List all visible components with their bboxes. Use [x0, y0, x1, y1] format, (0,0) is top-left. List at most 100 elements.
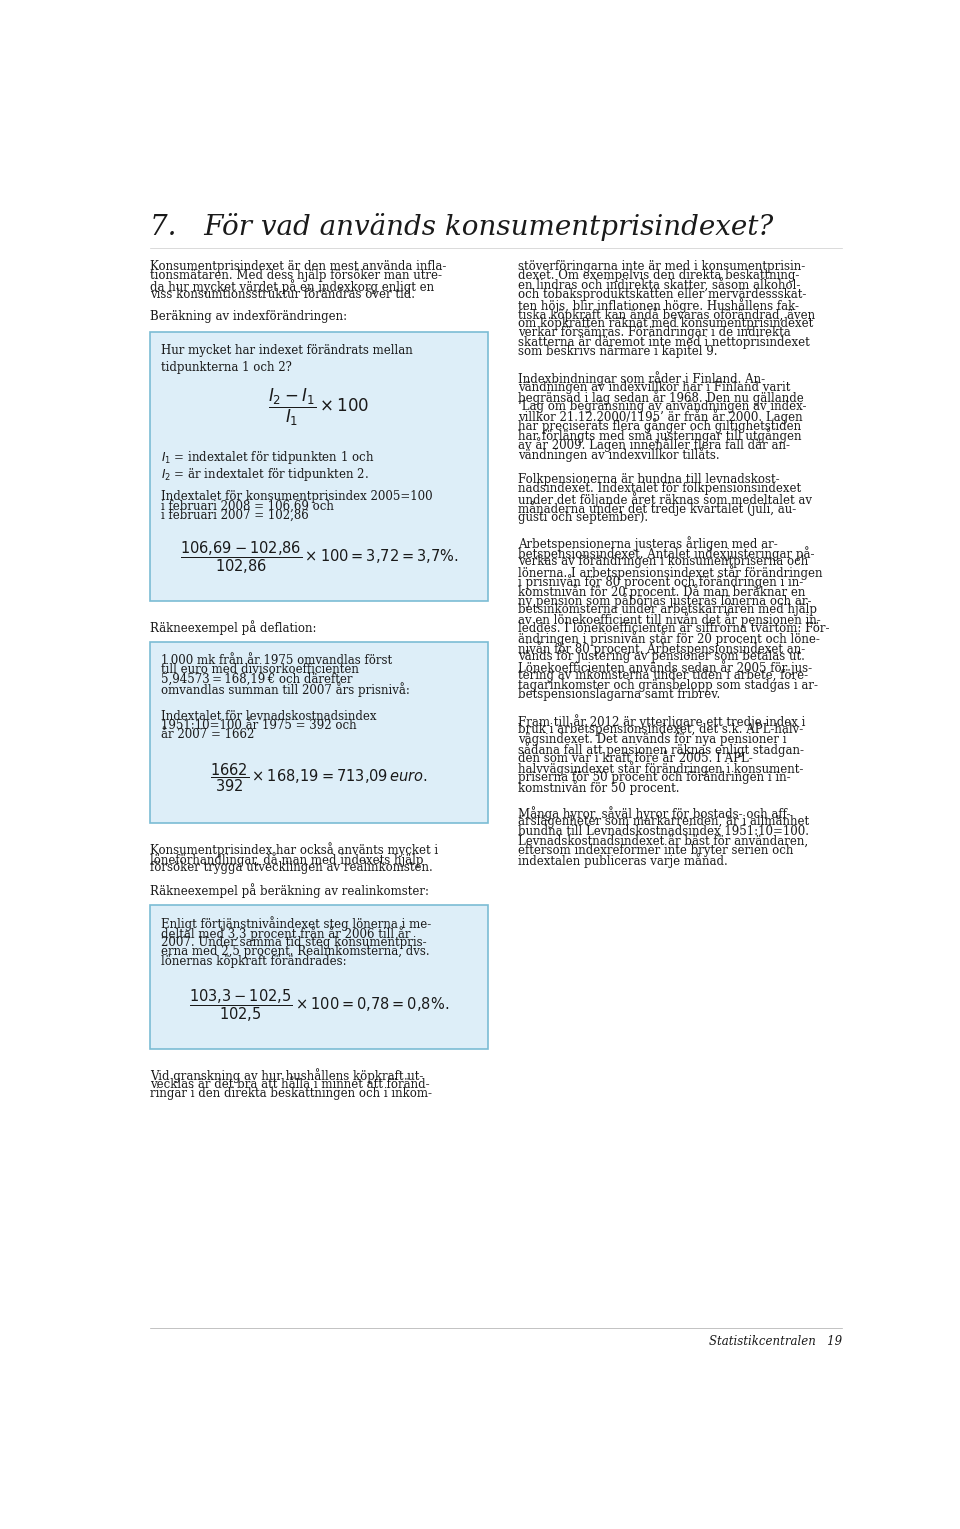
Text: 1 000 mk från år 1975 omvandlas först: 1 000 mk från år 1975 omvandlas först: [161, 654, 392, 667]
Text: har förlängts med små justeringar till utgången: har förlängts med små justeringar till u…: [518, 428, 802, 443]
Text: erna med 2,5 procent. Realinkomsterna, dvs.: erna med 2,5 procent. Realinkomsterna, d…: [161, 945, 429, 959]
Text: 1 000 mk från år 1975 omvandlas först: 1 000 mk från år 1975 omvandlas först: [161, 654, 392, 667]
Text: Enligt förtjänstnivåindexet steg lönerna i me-: Enligt förtjänstnivåindexet steg lönerna…: [161, 916, 431, 931]
Text: 5,94573 = 168,19 € och därefter: 5,94573 = 168,19 € och därefter: [161, 673, 352, 687]
Text: månaderna under det tredje kvartalet (juli, au-: månaderna under det tredje kvartalet (ju…: [518, 502, 796, 517]
Text: av en lönekoefficient till nivån det år pensionen in-: av en lönekoefficient till nivån det år …: [518, 612, 821, 627]
Text: i prisnivån för 80 procent och förändringen i in-: i prisnivån för 80 procent och förändrin…: [518, 575, 804, 589]
Text: i februari 2007 = 102,86: i februari 2007 = 102,86: [161, 509, 309, 521]
Text: Beräkning av indexförändringen:: Beräkning av indexförändringen:: [150, 310, 347, 323]
Text: löneförhandlingar, då man med indexets hjälp: löneförhandlingar, då man med indexets h…: [150, 852, 423, 867]
Text: Räkneexempel på deflation:: Räkneexempel på deflation:: [150, 621, 316, 635]
Text: betsinkomsterna under arbetskarriären med hjälp: betsinkomsterna under arbetskarriären me…: [518, 602, 817, 616]
Text: ändringen i prisnivån står för 20 procent och löne-: ändringen i prisnivån står för 20 procen…: [518, 631, 820, 647]
Text: deltal med 3,3 procent från år 2006 till år: deltal med 3,3 procent från år 2006 till…: [161, 927, 411, 940]
Text: den som var i kraft före år 2005. I APL-: den som var i kraft före år 2005. I APL-: [518, 752, 753, 764]
Text: Levnadskostnadsindexet är bäst för användaren,: Levnadskostnadsindexet är bäst för använ…: [518, 835, 808, 847]
Text: Många hyror, såväl hyror för bostads- och aff-: Många hyror, såväl hyror för bostads- oc…: [518, 806, 790, 821]
Text: 1951:10=100 år 1975 = 392 och: 1951:10=100 år 1975 = 392 och: [161, 719, 356, 732]
Text: ny pension som påbörjas justeras lönerna och ar-: ny pension som påbörjas justeras lönerna…: [518, 593, 811, 609]
Text: om köpkraften räknat med konsumentprisindexet: om köpkraften räknat med konsumentprisin…: [518, 317, 813, 330]
Text: lönernas köpkraft förändrades:: lönernas köpkraft förändrades:: [161, 954, 347, 968]
Text: vägsindexet. Det används för nya pensioner i: vägsindexet. Det används för nya pension…: [518, 732, 786, 746]
Text: eftersom indexreformer inte bryter serien och: eftersom indexreformer inte bryter serie…: [518, 844, 793, 856]
Text: $I_2$ = är indextalet för tidpunkten 2.: $I_2$ = är indextalet för tidpunkten 2.: [161, 466, 369, 483]
Text: tiska köpkraft kan ändå bevaras oförändrad, även: tiska köpkraft kan ändå bevaras oförändr…: [518, 307, 815, 323]
Text: bruk i arbetspensionsindexet, det s.k. APL-halv-: bruk i arbetspensionsindexet, det s.k. A…: [518, 723, 804, 737]
Text: Hur mycket har indexet förändrats mellan: Hur mycket har indexet förändrats mellan: [161, 344, 413, 356]
FancyBboxPatch shape: [150, 905, 489, 1049]
Text: 7. För vad används konsumentprisindexet?: 7. För vad används konsumentprisindexet?: [150, 213, 773, 242]
Text: Indextalet för levnadskostnadsindex: Indextalet för levnadskostnadsindex: [161, 709, 376, 723]
Text: 5,94573 = 168,19 € och därefter: 5,94573 = 168,19 € och därefter: [161, 673, 352, 687]
Text: har preciserats flera gånger och giltighetstiden: har preciserats flera gånger och giltigh…: [518, 419, 802, 433]
Text: ärslägenheter som markarrenden, är i allmänhet: ärslägenheter som markarrenden, är i all…: [518, 815, 809, 829]
Text: $I_1$ = indextalet för tidpunkten 1 och: $I_1$ = indextalet för tidpunkten 1 och: [161, 450, 374, 466]
Text: komstnivån för 50 procent.: komstnivån för 50 procent.: [518, 780, 680, 795]
Text: indextalen publiceras varje månad.: indextalen publiceras varje månad.: [518, 853, 728, 868]
Text: nadsindexet. Indextalet för folkpensionsindexet: nadsindexet. Indextalet för folkpensions…: [518, 482, 802, 495]
FancyBboxPatch shape: [150, 642, 489, 823]
Text: Indextalet för levnadskostnadsindex: Indextalet för levnadskostnadsindex: [161, 709, 376, 723]
Text: ten höjs, blir inflationen högre. Hushållens fak-: ten höjs, blir inflationen högre. Hushål…: [518, 298, 799, 313]
Text: stöverföringarna inte är med i konsumentprisin-: stöverföringarna inte är med i konsument…: [518, 260, 805, 274]
Text: priserna för 50 procent och förändringen i in-: priserna för 50 procent och förändringen…: [518, 771, 791, 784]
Text: sådana fall att pensionen räknas enligt stadgan-: sådana fall att pensionen räknas enligt …: [518, 743, 804, 757]
Text: 2007. Under samma tid steg konsumentpris-: 2007. Under samma tid steg konsumentpris…: [161, 936, 426, 948]
Text: bundna till Levnadskostnadsindex 1951:10=100.: bundna till Levnadskostnadsindex 1951:10…: [518, 826, 809, 838]
Text: av år 2009. Lagen innehåller flera fall där an-: av år 2009. Lagen innehåller flera fall …: [518, 437, 790, 453]
Text: ‘Lag om begränsning av användningen av index-: ‘Lag om begränsning av användningen av i…: [518, 399, 806, 413]
Text: dexet. Om exempelvis den direkta beskattning-: dexet. Om exempelvis den direkta beskatt…: [518, 269, 800, 283]
Text: da hur mycket värdet på en indexkorg enligt en: da hur mycket värdet på en indexkorg enl…: [150, 278, 434, 294]
Text: Lönekoefficienten används sedan år 2005 för jus-: Lönekoefficienten används sedan år 2005 …: [518, 659, 812, 674]
Text: $\dfrac{1662}{392} \times 168{,}19 = 713{,}09\,euro.$: $\dfrac{1662}{392} \times 168{,}19 = 713…: [210, 761, 428, 794]
Text: $\dfrac{106{,}69 - 102{,}86}{102{,}86} \times 100 = 3{,}72 = 3{,}7\%.$: $\dfrac{106{,}69 - 102{,}86}{102{,}86} \…: [180, 540, 458, 575]
Text: villkor 21.12.2000/1195’ är från år 2000. Lagen: villkor 21.12.2000/1195’ är från år 2000…: [518, 410, 803, 424]
Text: tagarinkomster och gränsbelopp som stadgas i ar-: tagarinkomster och gränsbelopp som stadg…: [518, 679, 818, 691]
Text: begränsad i lag sedan år 1968. Den nu gällande: begränsad i lag sedan år 1968. Den nu gä…: [518, 390, 804, 405]
Text: som beskrivs närmare i kapitel 9.: som beskrivs närmare i kapitel 9.: [518, 346, 717, 358]
Text: vändningen av indexvillkor tillåts.: vändningen av indexvillkor tillåts.: [518, 446, 720, 462]
Text: komstnivån för 20 procent. Då man beräknar en: komstnivån för 20 procent. Då man beräkn…: [518, 584, 805, 599]
Text: till euro med divisorkoefficienten: till euro med divisorkoefficienten: [161, 664, 359, 676]
Text: år 2007 = 1662: år 2007 = 1662: [161, 728, 254, 742]
Text: gusti och september).: gusti och september).: [518, 511, 648, 523]
Text: $\dfrac{103{,}3 - 102{,}5}{102{,}5} \times 100 = 0{,}78 = 0{,}8\%.$: $\dfrac{103{,}3 - 102{,}5}{102{,}5} \tim…: [189, 988, 449, 1024]
Text: Folkpensionerna är bundna till levnadskost-: Folkpensionerna är bundna till levnadsko…: [518, 472, 780, 486]
Text: år 2007 = 1662: år 2007 = 1662: [161, 728, 254, 742]
Text: Indextalet för konsumentprisindex 2005=100: Indextalet för konsumentprisindex 2005=1…: [161, 489, 433, 503]
Text: till euro med divisorkoefficienten: till euro med divisorkoefficienten: [161, 664, 359, 676]
Text: Indextalet för konsumentprisindex 2005=100: Indextalet för konsumentprisindex 2005=1…: [161, 489, 433, 503]
Text: Hur mycket har indexet förändrats mellan: Hur mycket har indexet förändrats mellan: [161, 344, 413, 356]
Text: Statistikcentralen   19: Statistikcentralen 19: [708, 1335, 842, 1349]
FancyBboxPatch shape: [150, 332, 489, 601]
Text: i februari 2008 = 106,69 och: i februari 2008 = 106,69 och: [161, 500, 334, 512]
Text: nivån för 80 procent. Arbetspensionsindexet an-: nivån för 80 procent. Arbetspensionsinde…: [518, 641, 805, 656]
Text: betspensionslagarna samt fribrev.: betspensionslagarna samt fribrev.: [518, 688, 720, 702]
Text: Indexbindningar som råder i Finland. An-: Indexbindningar som råder i Finland. An-: [518, 372, 765, 385]
Text: erna med 2,5 procent. Realinkomsterna, dvs.: erna med 2,5 procent. Realinkomsterna, d…: [161, 945, 429, 959]
Text: ringar i den direkta beskattningen och i inkom-: ringar i den direkta beskattningen och i…: [150, 1087, 432, 1101]
Text: Konsumentprisindex har också använts mycket i: Konsumentprisindex har också använts myc…: [150, 842, 438, 858]
Text: Konsumentprisindexet är den mest använda infla-: Konsumentprisindexet är den mest använda…: [150, 260, 446, 274]
Text: omvandlas summan till 2007 års prisnivå:: omvandlas summan till 2007 års prisnivå:: [161, 682, 410, 697]
Text: skatterna är däremot inte med i nettoprisindexet: skatterna är däremot inte med i nettopri…: [518, 336, 810, 349]
Text: Fram till år 2012 är ytterligare ett tredje index i: Fram till år 2012 är ytterligare ett tre…: [518, 714, 805, 729]
Text: halvvägsindexet står förändringen i konsument-: halvvägsindexet står förändringen i kons…: [518, 761, 804, 777]
Text: $\dfrac{I_2 - I_1}{I_1} \times 100$: $\dfrac{I_2 - I_1}{I_1} \times 100$: [269, 387, 370, 428]
Text: $I_1$ = indextalet för tidpunkten 1 och: $I_1$ = indextalet för tidpunkten 1 och: [161, 450, 374, 466]
Text: $\dfrac{1662}{392} \times 168{,}19 = 713{,}09\,euro.$: $\dfrac{1662}{392} \times 168{,}19 = 713…: [210, 761, 428, 794]
Text: omvandlas summan till 2007 års prisnivå:: omvandlas summan till 2007 års prisnivå:: [161, 682, 410, 697]
Text: 1951:10=100 år 1975 = 392 och: 1951:10=100 år 1975 = 392 och: [161, 719, 356, 732]
Text: verkar försämras. Förändringar i de indirekta: verkar försämras. Förändringar i de indi…: [518, 326, 791, 339]
Text: leddes. I lönekoefficienten är siffrorna tvärtom: För-: leddes. I lönekoefficienten är siffrorna…: [518, 622, 829, 635]
Text: en lindras och indirekta skatter, såsom alkohol-: en lindras och indirekta skatter, såsom …: [518, 278, 801, 294]
Text: Arbetspensionerna justeras årligen med ar-: Arbetspensionerna justeras årligen med a…: [518, 537, 778, 552]
Text: Enligt förtjänstnivåindexet steg lönerna i me-: Enligt förtjänstnivåindexet steg lönerna…: [161, 916, 431, 931]
Text: tionsmätaren. Med dess hjälp försöker man utre-: tionsmätaren. Med dess hjälp försöker ma…: [150, 269, 442, 283]
Text: $\dfrac{106{,}69 - 102{,}86}{102{,}86} \times 100 = 3{,}72 = 3{,}7\%.$: $\dfrac{106{,}69 - 102{,}86}{102{,}86} \…: [180, 540, 458, 575]
Text: betspensionsindexet. Antalet indexjusteringar på-: betspensionsindexet. Antalet indexjuster…: [518, 546, 814, 561]
Text: Vid granskning av hur hushållens köpkraft ut-: Vid granskning av hur hushållens köpkraf…: [150, 1069, 423, 1084]
Text: 2007. Under samma tid steg konsumentpris-: 2007. Under samma tid steg konsumentpris…: [161, 936, 426, 948]
Text: $I_2$ = är indextalet för tidpunkten 2.: $I_2$ = är indextalet för tidpunkten 2.: [161, 466, 369, 483]
